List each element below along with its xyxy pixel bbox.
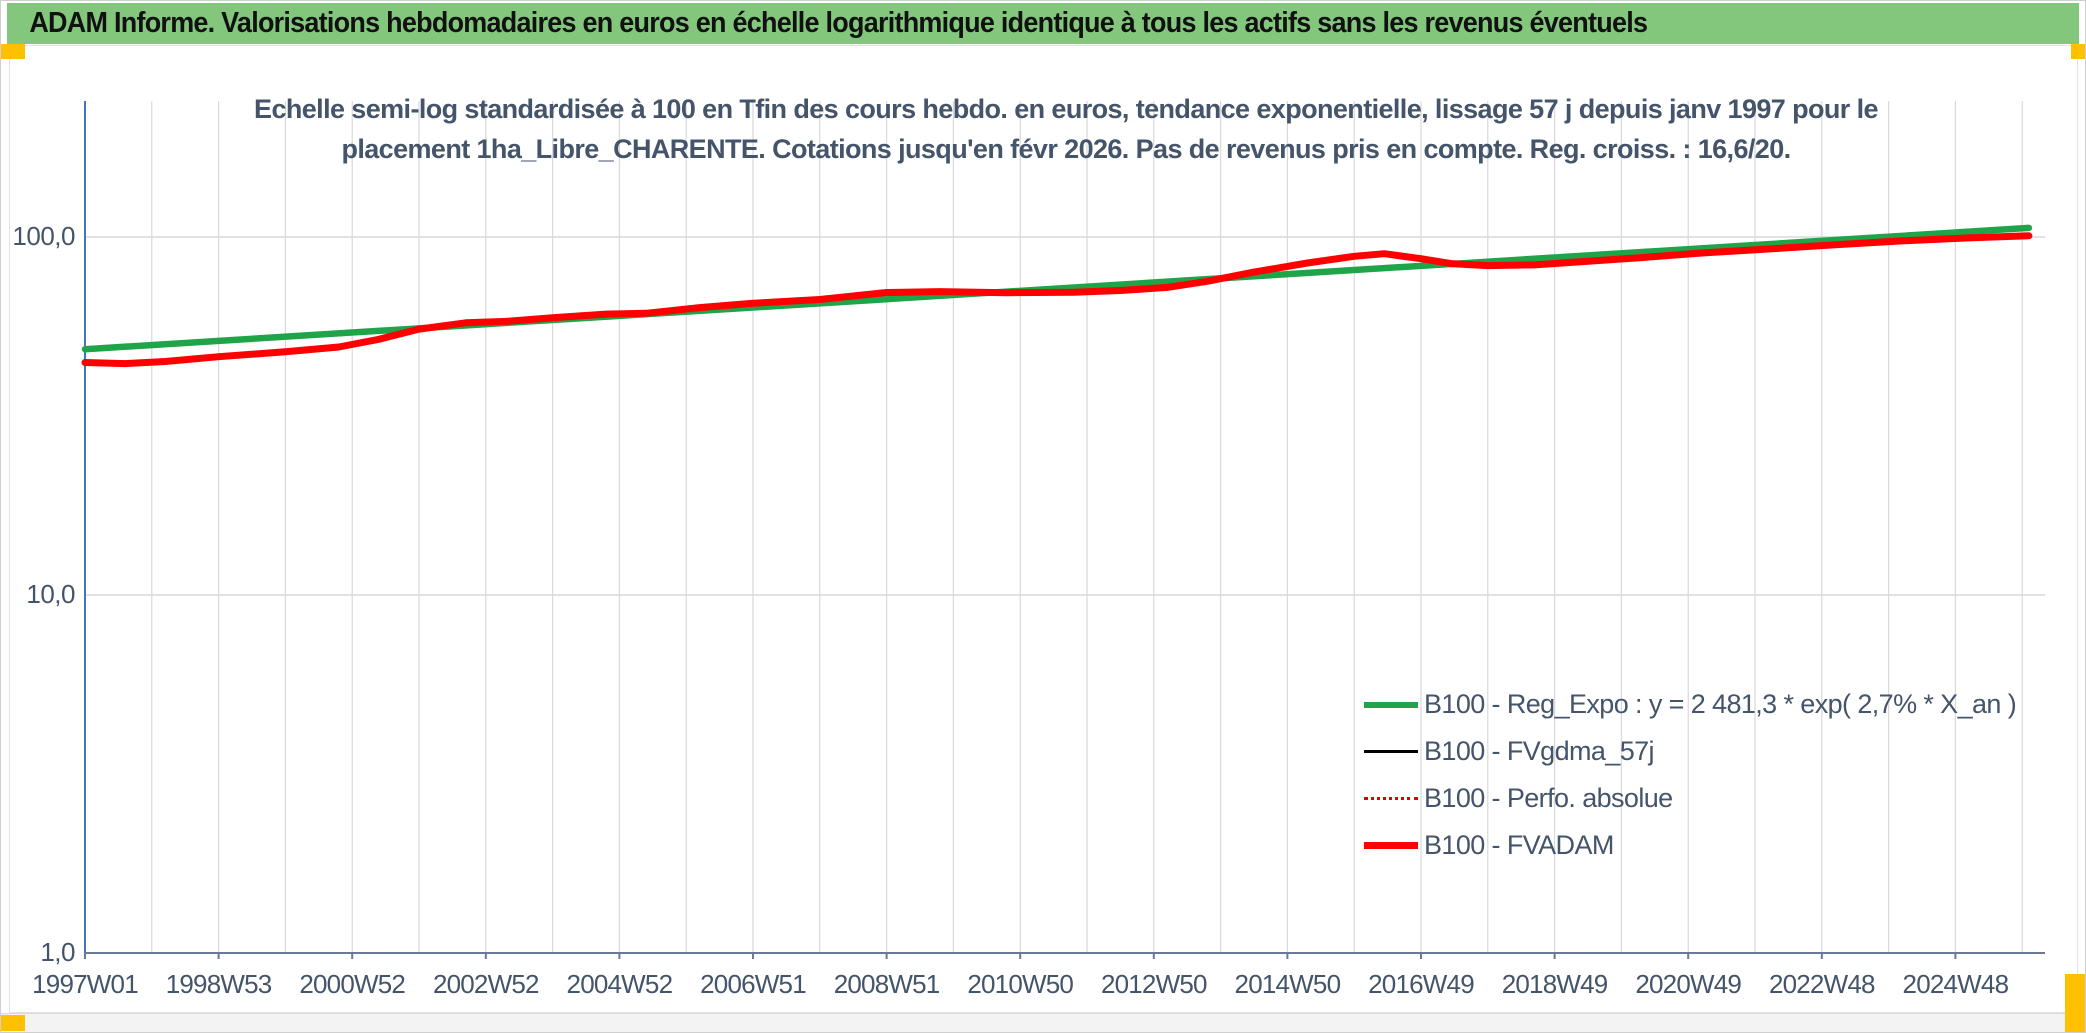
x-tick-label: 2004W52 (566, 969, 674, 999)
legend-label: B100 - Reg_Expo : y = 2 481,3 * exp( 2,7… (1424, 689, 2017, 719)
x-tick-label: 2020W49 (1635, 969, 1742, 999)
x-tick-label: 2002W52 (432, 969, 540, 999)
selection-handle-bottom-right (2065, 974, 2085, 1032)
x-tick-label: 2016W49 (1368, 969, 1475, 999)
x-tick-label: 2010W50 (967, 969, 1074, 999)
chart-title[interactable]: Echelle semi-log standardisée à 100 en T… (231, 89, 1901, 169)
legend-line-sample-reg-expo (1364, 701, 1418, 708)
sheet-edge (1, 1013, 2085, 1032)
x-tick-label: 2022W48 (1768, 969, 1876, 999)
chart-title-line2: placement 1ha_Libre_CHARENTE. Cotations … (341, 134, 1791, 164)
legend-item-fvgdma[interactable]: B100 - FVgdma_57j (1364, 728, 2016, 775)
report-title: ADAM Informe. Valorisations hebdomadaire… (29, 7, 1648, 39)
legend-item-perfo-absolue[interactable]: B100 - Perfo. absolue (1364, 775, 2016, 822)
x-tick-label: 2024W48 (1902, 969, 2010, 999)
x-tick-label: 2006W51 (700, 969, 807, 999)
legend-label: B100 - FVADAM (1424, 830, 1614, 860)
legend-item-fvadam[interactable]: B100 - FVADAM (1364, 822, 2016, 869)
legend-label: B100 - Perfo. absolue (1424, 783, 1673, 813)
x-tick-label: 2018W49 (1501, 969, 1609, 999)
x-tick-label: 1997W01 (32, 969, 139, 999)
chart-title-line1: Echelle semi-log standardisée à 100 en T… (254, 94, 1878, 124)
x-tick-label: 2008W51 (833, 969, 941, 999)
legend: B100 - Reg_Expo : y = 2 481,3 * exp( 2,7… (1364, 681, 2017, 869)
y-tick-label: 1,0 (40, 937, 75, 967)
legend-item-reg-expo[interactable]: B100 - Reg_Expo : y = 2 481,3 * exp( 2,7… (1364, 681, 2017, 728)
x-tick-label: 2012W50 (1100, 969, 1208, 999)
y-tick-label: 100,0 (12, 221, 75, 251)
legend-line-sample-perfo-absolue (1364, 797, 1418, 800)
selection-handle-bottom-left (1, 1015, 25, 1031)
report-title-cell[interactable]: ADAM Informe. Valorisations hebdomadaire… (7, 3, 2079, 44)
legend-line-sample-fvgdma (1364, 750, 1418, 753)
selection-handle-top-right (2071, 44, 2085, 59)
x-tick-label: 2000W52 (299, 969, 406, 999)
y-tick-label: 10,0 (26, 579, 75, 609)
legend-label: B100 - FVgdma_57j (1424, 736, 1655, 766)
x-tick-label: 2014W50 (1234, 969, 1342, 999)
chart-area[interactable] (9, 45, 2078, 1013)
x-tick-label: 1998W53 (165, 969, 273, 999)
legend-line-sample-fvadam (1364, 842, 1418, 849)
selection-handle-top-left (1, 44, 25, 59)
